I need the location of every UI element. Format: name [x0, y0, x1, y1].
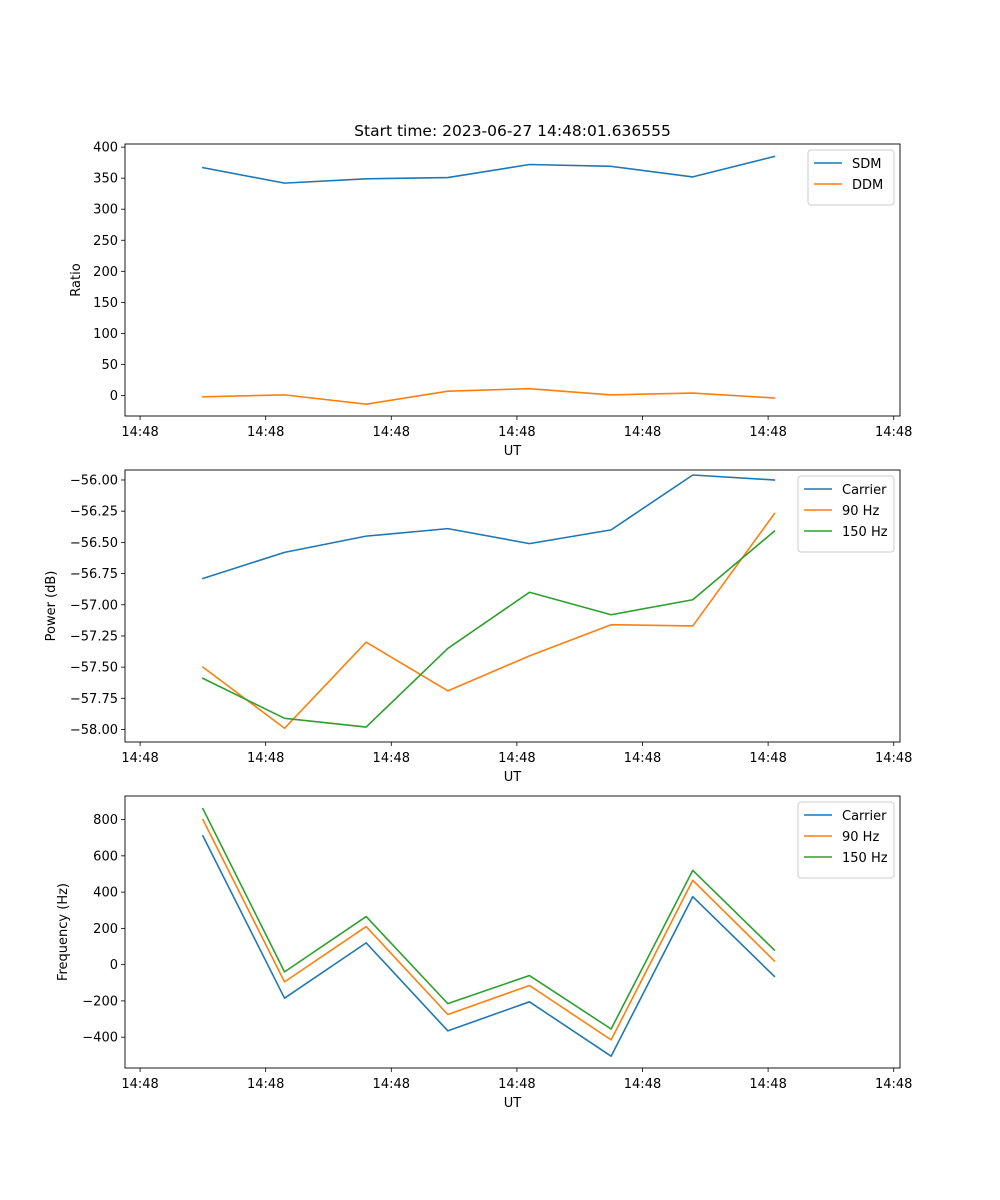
legend-label: SDM: [852, 157, 881, 172]
x-axis-label: UT: [504, 444, 522, 459]
y-tick-label: 600: [93, 849, 118, 864]
axes-frame: [124, 795, 901, 1069]
series-line-1: [201, 834, 776, 1058]
x-tick-label: 14:48: [749, 751, 786, 766]
y-axis-label: Ratio: [69, 263, 84, 296]
legend: SDM DDM: [807, 149, 895, 206]
x-tick-label: 14:48: [875, 425, 912, 440]
y-tick-label: 400: [93, 141, 118, 156]
x-tick-label: 14:48: [247, 1077, 284, 1092]
x-tick-label: 14:48: [498, 425, 535, 440]
x-tick-label: 14:48: [373, 1077, 410, 1092]
subplot-3: 14:48 14:48 14:48 14:48 14:48 14:48 14:48 −400 −…: [56, 795, 912, 1111]
y-tick-label: 350: [93, 172, 118, 187]
x-tick-label: 14:48: [749, 425, 786, 440]
legend-box: [797, 801, 895, 879]
axes-frame: [124, 143, 901, 417]
y-tick-label: −56.75: [70, 567, 118, 582]
y-tick-label: 800: [93, 813, 118, 828]
axes-frame: [124, 469, 901, 743]
y-tick-label: −56.50: [70, 536, 118, 551]
y-tick-label: −57.75: [70, 692, 118, 707]
legend-label: 90 Hz: [842, 830, 879, 845]
x-axis-label: UT: [504, 1096, 522, 1111]
y-tick-label: −400: [82, 1031, 118, 1046]
x-tick-label: 14:48: [624, 1077, 661, 1092]
x-tick-label: 14:48: [749, 1077, 786, 1092]
series-line-2: [201, 818, 776, 1041]
x-tick-label: 14:48: [121, 425, 158, 440]
legend: Carrier 90 Hz 150 Hz: [797, 475, 895, 553]
y-tick-label: 400: [93, 886, 118, 901]
x-tick-label: 14:48: [247, 425, 284, 440]
chart-title: Start time: 2023-06-27 14:48:01.636555: [354, 122, 671, 140]
legend-box: [797, 475, 895, 553]
x-tick-label: 14:48: [875, 1077, 912, 1092]
series-line-2: [202, 387, 776, 406]
legend: Carrier 90 Hz 150 Hz: [797, 801, 895, 879]
y-tick-label: 0: [110, 958, 118, 973]
x-tick-label: 14:48: [373, 751, 410, 766]
y-tick-label: 200: [93, 922, 118, 937]
y-tick-label: −58.00: [70, 723, 118, 738]
y-tick-label: −57.00: [70, 598, 118, 613]
x-axis-label: UT: [504, 770, 522, 785]
legend-label: Carrier: [842, 483, 887, 498]
x-tick-label: 14:48: [875, 751, 912, 766]
y-tick-label: −57.25: [70, 629, 118, 644]
y-tick-label: 100: [93, 327, 118, 342]
y-axis-label: Power (dB): [44, 571, 59, 642]
y-tick-label: 0: [110, 389, 118, 404]
y-tick-label: 250: [93, 234, 118, 249]
x-tick-label: 14:48: [498, 1077, 535, 1092]
series-line-3: [201, 530, 776, 728]
y-tick-label: 200: [93, 265, 118, 280]
y-tick-label: −57.50: [70, 661, 118, 676]
x-tick-label: 14:48: [247, 751, 284, 766]
x-tick-label: 14:48: [121, 1077, 158, 1092]
legend-label: DDM: [852, 178, 883, 193]
legend-label: 150 Hz: [842, 851, 888, 866]
x-tick-label: 14:48: [498, 751, 535, 766]
x-tick-label: 14:48: [373, 425, 410, 440]
legend-label: 150 Hz: [842, 525, 888, 540]
series-line-1: [201, 155, 776, 184]
x-tick-label: 14:48: [624, 425, 661, 440]
legend-label: Carrier: [842, 809, 887, 824]
y-tick-label: −56.00: [70, 473, 118, 488]
legend-label: 90 Hz: [842, 504, 879, 519]
y-tick-label: −56.25: [70, 505, 118, 520]
series-line-2: [201, 512, 776, 730]
x-tick-label: 14:48: [624, 751, 661, 766]
y-tick-label: 150: [93, 296, 118, 311]
y-tick-label: 300: [93, 203, 118, 218]
y-tick-label: 50: [101, 358, 118, 373]
y-axis-label: Frequency (Hz): [56, 883, 71, 981]
y-tick-label: −200: [82, 994, 118, 1009]
series-line-1: [201, 474, 776, 580]
series-line-3: [201, 807, 776, 1030]
x-tick-label: 14:48: [121, 751, 158, 766]
subplot-1: 14:48 14:48 14:48 14:48 14:48 14:48 14:48 0 50 10…: [69, 141, 912, 459]
subplot-2: 14:48 14:48 14:48 14:48 14:48 14:48 14:48−58.0…: [44, 469, 912, 785]
